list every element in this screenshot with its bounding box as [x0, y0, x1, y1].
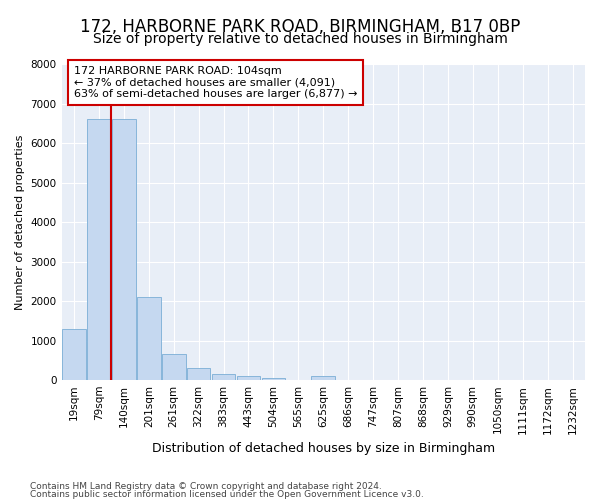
Bar	[62, 328, 86, 380]
Bar	[162, 354, 185, 380]
Bar	[112, 120, 136, 380]
Bar	[311, 376, 335, 380]
X-axis label: Distribution of detached houses by size in Birmingham: Distribution of detached houses by size …	[152, 442, 495, 455]
Y-axis label: Number of detached properties: Number of detached properties	[15, 134, 25, 310]
Text: 172, HARBORNE PARK ROAD, BIRMINGHAM, B17 0BP: 172, HARBORNE PARK ROAD, BIRMINGHAM, B17…	[80, 18, 520, 36]
Bar	[137, 297, 161, 380]
Text: 172 HARBORNE PARK ROAD: 104sqm
← 37% of detached houses are smaller (4,091)
63% : 172 HARBORNE PARK ROAD: 104sqm ← 37% of …	[74, 66, 358, 99]
Bar	[262, 378, 285, 380]
Bar	[87, 120, 111, 380]
Bar	[236, 376, 260, 380]
Bar	[187, 368, 211, 380]
Text: Contains public sector information licensed under the Open Government Licence v3: Contains public sector information licen…	[30, 490, 424, 499]
Text: Contains HM Land Registry data © Crown copyright and database right 2024.: Contains HM Land Registry data © Crown c…	[30, 482, 382, 491]
Text: Size of property relative to detached houses in Birmingham: Size of property relative to detached ho…	[92, 32, 508, 46]
Bar	[212, 374, 235, 380]
